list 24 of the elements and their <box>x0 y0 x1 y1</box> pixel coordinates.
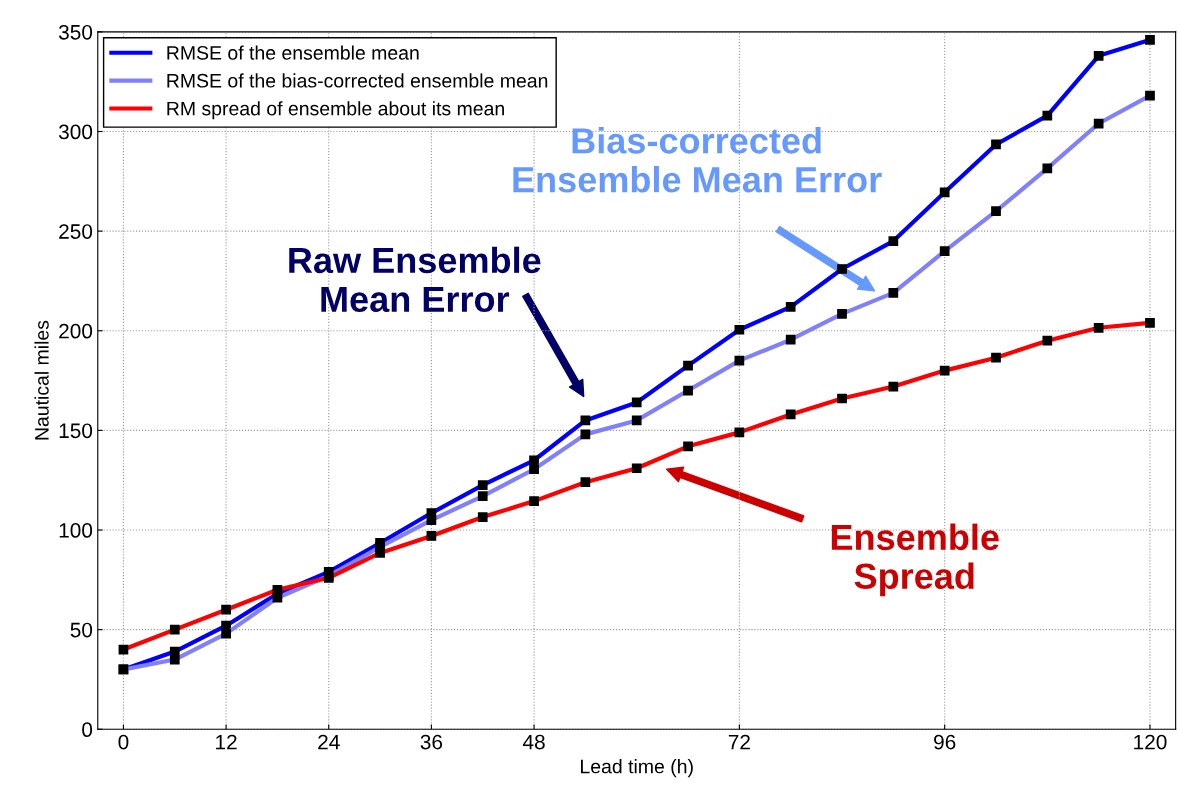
y-tick-label: 50 <box>70 622 93 638</box>
x-tick-label: 120 <box>1134 734 1167 750</box>
y-tick-label: 350 <box>58 24 93 40</box>
y-axis-title: Nautical miles <box>34 320 49 440</box>
x-tick-label: 24 <box>318 734 340 750</box>
y-tick-label: 250 <box>59 224 93 239</box>
legend-label: RM spread of ensemble about its mean <box>167 101 504 120</box>
x-tick-label: 36 <box>420 734 443 750</box>
x-tick-label: 12 <box>216 734 237 750</box>
x-axis-title: Lead time (h) <box>581 759 693 778</box>
annotation: Ensemble Spread <box>831 523 999 597</box>
y-tick-label: 150 <box>59 423 93 439</box>
y-tick-label: 300 <box>58 124 93 140</box>
y-tick-label: 0 <box>82 722 93 738</box>
x-tick-label: 96 <box>934 734 956 750</box>
legend-label: RMSE of the ensemble mean <box>167 45 419 60</box>
legend-label: RMSE of the bias-corrected ensemble mean <box>167 73 548 88</box>
annotation: Bias-corrected Ensemble Mean Error <box>513 127 882 193</box>
x-tick-label: 0 <box>118 734 129 750</box>
x-tick-label: 48 <box>522 734 545 750</box>
x-tick-label: 72 <box>728 734 750 750</box>
annotation: Raw Ensemble Mean Error <box>289 246 541 313</box>
y-tick-label: 200 <box>59 323 93 339</box>
y-tick-label: 100 <box>59 523 93 538</box>
